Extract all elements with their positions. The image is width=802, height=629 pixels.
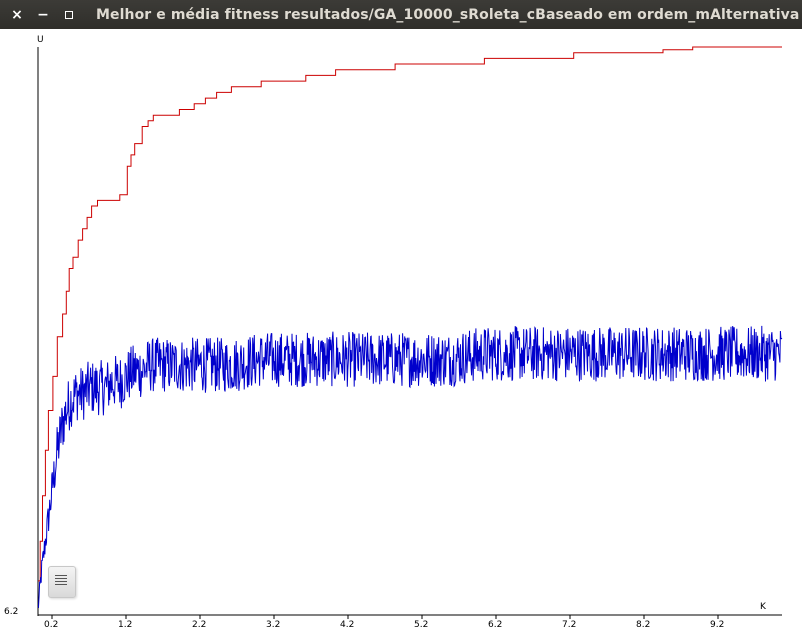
x-axis-label: K xyxy=(760,602,767,612)
maximize-button[interactable] xyxy=(62,8,76,22)
mean-fitness-line xyxy=(37,325,783,609)
title-bar: × − Melhor e média fitness resultados/GA… xyxy=(0,0,802,29)
x-tick-label: 3.2 xyxy=(266,620,280,629)
maximize-icon xyxy=(65,10,73,19)
x-tick-label: 7.2 xyxy=(562,620,576,629)
minimize-icon: − xyxy=(37,6,49,23)
y-axis-label: U xyxy=(37,35,44,45)
x-tick-label: 2.2 xyxy=(192,620,206,629)
x-tick-label: 1.2 xyxy=(118,620,132,629)
fitness-chart: U K 6.2 0.2 1.2 2.2 3.2 4.2 5.2 6.2 7.2 8.2 9.2 xyxy=(4,35,783,629)
x-tick-label: 0.2 xyxy=(44,620,58,629)
plot-area: U K 6.2 0.2 1.2 2.2 3.2 4.2 5.2 6.2 7.2 8.2 9.2 xyxy=(0,29,802,629)
x-tick-label: 8.2 xyxy=(636,620,650,629)
x-tick-label: 6.2 xyxy=(488,620,502,629)
close-icon: × xyxy=(11,6,23,23)
x-tick-label: 5.2 xyxy=(414,620,428,629)
document-icon[interactable] xyxy=(48,566,76,598)
y-tick-label: 6.2 xyxy=(4,607,18,617)
minimize-button[interactable]: − xyxy=(36,6,50,23)
close-button[interactable]: × xyxy=(10,6,24,23)
x-tick-label: 9.2 xyxy=(710,620,724,629)
best-fitness-line xyxy=(38,46,782,582)
x-tick-label: 4.2 xyxy=(340,620,354,629)
series-group xyxy=(37,46,783,609)
window-title: Melhor e média fitness resultados/GA_100… xyxy=(96,6,800,23)
y-ticks: 6.2 xyxy=(4,607,18,617)
document-lines-icon xyxy=(55,575,67,587)
x-ticks: 0.2 1.2 2.2 3.2 4.2 5.2 6.2 7.2 8.2 9.2 xyxy=(44,615,724,629)
